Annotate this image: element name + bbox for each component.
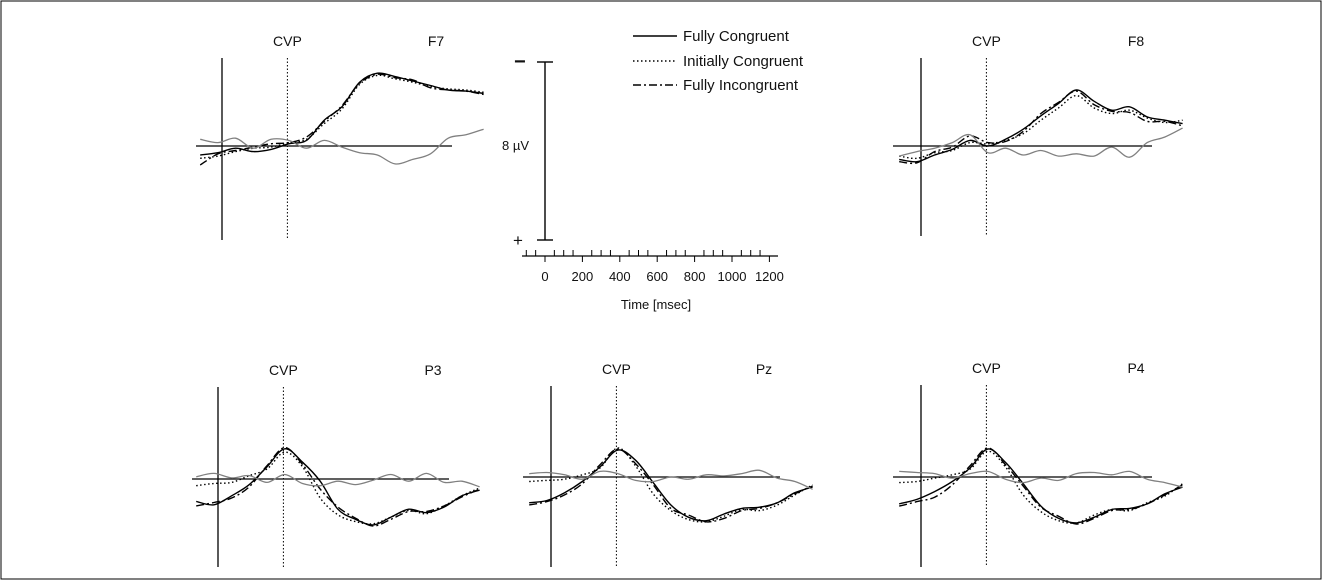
time-tick-label: 200	[572, 269, 594, 284]
trace-solid	[899, 448, 1183, 524]
legend-entry-fully-congruent: Fully Congruent	[633, 28, 790, 45]
time-tick-label: 1200	[755, 269, 784, 284]
cvp-label: CVP	[602, 361, 631, 377]
legend-label: Fully Incongruent	[683, 77, 799, 94]
cvp-label: CVP	[273, 33, 302, 49]
trace-dash-dot	[899, 90, 1183, 165]
channel-label: P4	[1127, 360, 1144, 376]
panel-p4: CVP P4	[893, 360, 1184, 567]
channel-label: F8	[1128, 33, 1145, 49]
legend-entry-initially-congruent: Initially Congruent	[633, 53, 804, 70]
channel-label: Pz	[756, 361, 772, 377]
cvp-label: CVP	[972, 33, 1001, 49]
trace-dash-dot	[196, 446, 480, 527]
panel-f8: CVP F8	[893, 33, 1183, 236]
trace-dotted	[899, 450, 1184, 524]
minus-label: −	[514, 51, 526, 73]
cvp-label: CVP	[972, 360, 1001, 376]
erp-panels: CVP F7 CVP F8 CVP P3 CVP Pz CVP P4	[192, 33, 1184, 567]
legend-label: Initially Congruent	[683, 53, 804, 70]
plus-label: +	[513, 231, 523, 250]
panel-f7: CVP F7	[196, 33, 484, 240]
trace-dotted	[196, 451, 480, 525]
trace-difference	[200, 128, 484, 165]
trace-difference	[196, 472, 480, 488]
trace-difference	[899, 470, 1183, 488]
amplitude-label: 8 µV	[502, 138, 529, 153]
trace-dotted	[200, 74, 484, 159]
time-tick-label: 600	[646, 269, 668, 284]
time-ticks	[525, 250, 770, 262]
cvp-label: CVP	[269, 362, 298, 378]
scale-bar: − + 8 µV 0 200 400 600 800 1000 1200 Time [mse…	[502, 51, 784, 312]
panel-p3: CVP P3	[192, 362, 480, 567]
time-axis-label: Time [msec]	[621, 297, 691, 312]
channel-label: P3	[424, 362, 441, 378]
channel-label: F7	[428, 33, 445, 49]
time-tick-label: 800	[684, 269, 706, 284]
trace-dotted	[899, 94, 1183, 160]
trace-dash-dot	[529, 448, 813, 523]
trace-solid	[529, 449, 813, 522]
trace-dash-dot	[899, 447, 1183, 525]
trace-dash-dot	[199, 73, 484, 166]
time-tick-label: 1000	[718, 269, 747, 284]
legend: Fully Congruent Initially Congruent Full…	[633, 28, 804, 94]
time-tick-label: 400	[609, 269, 631, 284]
panel-pz: CVP Pz	[523, 361, 813, 567]
time-tick-labels: 0 200 400 600 800 1000 1200	[541, 269, 783, 284]
trace-difference	[529, 469, 813, 490]
legend-label: Fully Congruent	[683, 28, 790, 45]
time-tick-label: 0	[541, 269, 548, 284]
trace-dotted	[529, 447, 813, 523]
legend-entry-fully-incongruent: Fully Incongruent	[633, 77, 799, 94]
trace-difference	[899, 127, 1183, 158]
